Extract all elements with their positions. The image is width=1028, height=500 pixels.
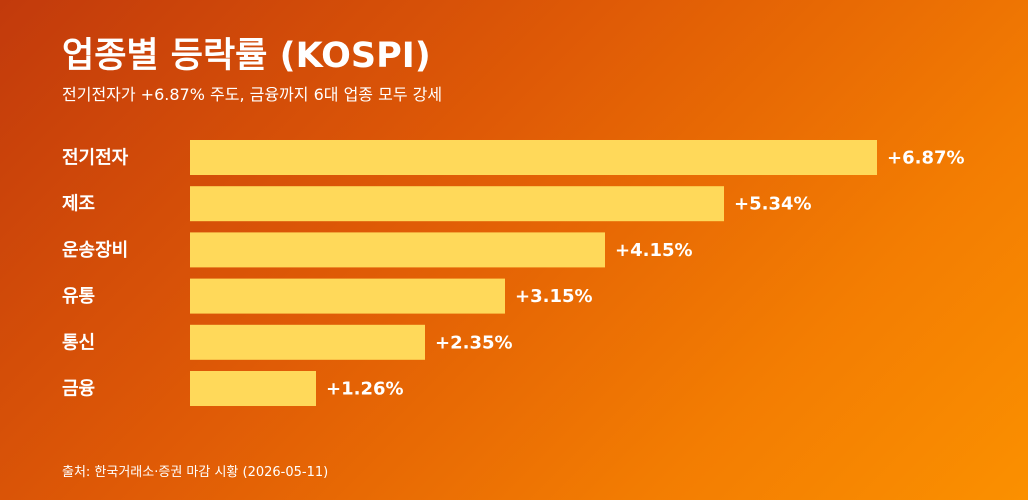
- category-label: 전기전자: [62, 148, 129, 169]
- source-note: 출처: 한국거래소·증권 마감 시황 (2026-05-11): [62, 465, 329, 480]
- value-label: +5.34%: [734, 194, 812, 215]
- category-label: 통신: [62, 332, 95, 353]
- bar: [190, 324, 425, 360]
- bar: [190, 140, 877, 175]
- value-label: +6.87%: [887, 148, 965, 169]
- bar: [190, 232, 605, 268]
- chart-title: 업종별 등락률 (KOSPI): [62, 36, 431, 76]
- category-label: 제조: [62, 194, 95, 215]
- value-label: +1.26%: [326, 379, 404, 400]
- bar: [190, 371, 316, 406]
- category-label: 유통: [62, 286, 95, 307]
- value-label: +2.35%: [435, 332, 513, 353]
- category-label: 운송장비: [62, 240, 128, 261]
- category-label: 금융: [62, 379, 95, 400]
- value-label: +4.15%: [615, 240, 693, 261]
- bar: [190, 278, 505, 314]
- bar: [190, 186, 724, 222]
- chart-subtitle: 전기전자가 +6.87% 주도, 금융까지 6대 업종 모두 강세: [62, 85, 443, 104]
- value-label: +3.15%: [515, 286, 593, 307]
